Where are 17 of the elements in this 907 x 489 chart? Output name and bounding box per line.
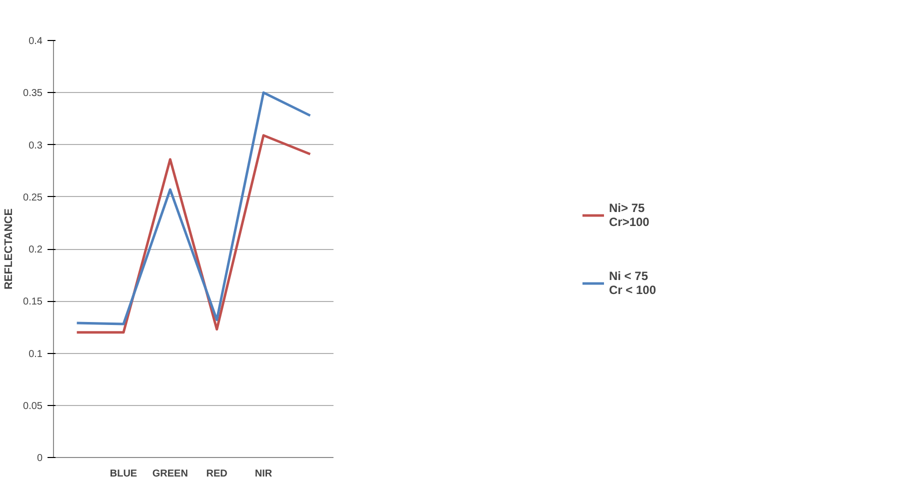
y-tick-label: 0.2	[28, 244, 43, 256]
y-tick-label: 0.4	[28, 36, 43, 47]
line-series	[76, 91, 312, 326]
y-tick-label: 0.35	[23, 88, 43, 100]
y-tick-label: 0.3	[28, 140, 43, 152]
x-tick-label: NIR	[254, 468, 273, 480]
y-tick-label: 0.1	[28, 348, 43, 360]
x-tick-label: BLUE	[110, 468, 138, 480]
y-tick-label: 0.05	[23, 400, 43, 412]
legend-label: Ni < 75 Cr < 100	[608, 268, 656, 296]
x-tick-label: GREEN	[152, 468, 188, 480]
y-axis-title: REFLECTANCE	[3, 208, 16, 290]
x-tick-label: RED	[206, 468, 228, 480]
y-tick-label: 0	[36, 453, 43, 464]
y-tick-label: 0.25	[23, 192, 43, 204]
legend-label: Ni> 75 Cr>100	[608, 200, 650, 228]
y-tick-label: 0.15	[23, 296, 43, 308]
